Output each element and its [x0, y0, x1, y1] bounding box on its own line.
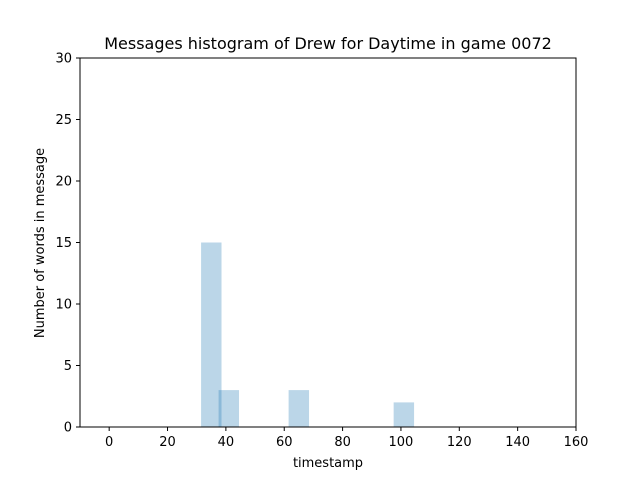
histogram-bar-3 — [288, 390, 310, 427]
x-tick-label: 20 — [159, 435, 176, 450]
plot-frame — [79, 57, 577, 428]
y-tick-label: 0 — [64, 421, 72, 436]
x-axis-label: timestamp — [293, 456, 363, 471]
y-tick-label: 30 — [55, 52, 72, 67]
y-tick-label: 15 — [55, 236, 72, 251]
x-tick-label: 100 — [389, 435, 414, 450]
histogram-bar-1 — [201, 242, 222, 427]
y-tick-label: 25 — [55, 113, 72, 128]
x-axis-ticks: 0 20 40 60 80 100 120 140 160 — [105, 427, 588, 450]
bars-layer — [201, 242, 415, 427]
y-tick-label: 20 — [55, 175, 72, 190]
x-tick-label: 140 — [505, 435, 530, 450]
x-tick-label: 120 — [447, 435, 472, 450]
x-tick-label: 40 — [218, 435, 235, 450]
x-tick-label: 160 — [564, 435, 589, 450]
x-tick-label: 60 — [276, 435, 293, 450]
histogram-bar-2 — [218, 390, 240, 427]
y-tick-label: 5 — [64, 359, 72, 374]
y-axis-ticks: 0 5 10 15 20 25 30 — [55, 52, 80, 436]
y-tick-label: 10 — [55, 298, 72, 313]
x-tick-label: 80 — [334, 435, 351, 450]
x-tick-label: 0 — [105, 435, 113, 450]
histogram-bar-4 — [393, 402, 415, 427]
chart-title: Messages histogram of Drew for Daytime i… — [104, 34, 552, 53]
y-axis-label: Number of words in message — [33, 148, 48, 338]
